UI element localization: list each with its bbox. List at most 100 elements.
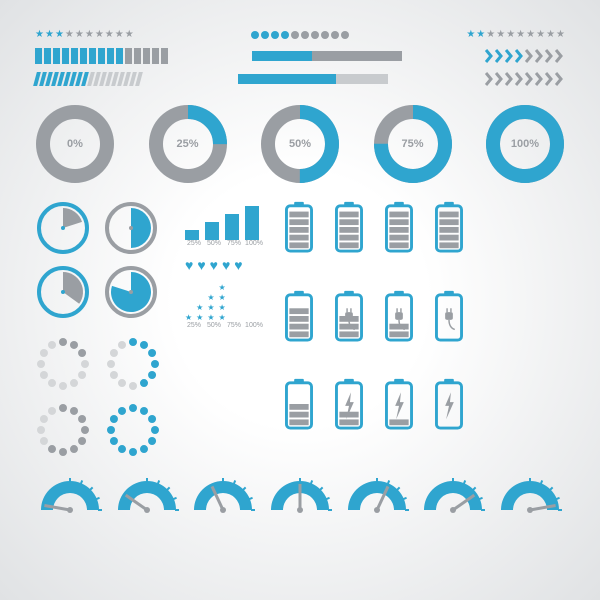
chevron-icon [495,72,505,86]
signal-label: 75% [225,240,243,247]
segment [35,48,42,64]
chevron-icon [555,72,565,86]
star-icon: ★ [219,313,226,322]
segment [116,48,123,64]
top-indicators-row: ★★★★★★★★★★ ★★★★★★★★★★ [35,30,565,40]
gauge-indicator [497,474,563,514]
clock-indicators [35,200,165,320]
signal-bar [205,222,219,240]
progress-ring: 75% [373,104,453,184]
star-icon: ★ [105,30,114,40]
gauge-indicator [420,474,486,514]
clock-indicator [35,200,91,256]
star-icon: ★ [207,313,214,322]
dot-icon [271,31,279,39]
chevron-icon [555,49,565,63]
star-icon: ★ [196,313,203,322]
signal-bar [185,230,199,240]
star-label: 75% [225,322,243,329]
star-icon: ★ [85,30,94,40]
star-icon: ★ [476,30,485,40]
star-pyramid-labels: 25%50%75%100% [185,322,263,329]
gauge-indicator [190,474,256,514]
star-icon: ★ [65,30,74,40]
dot-icon [251,31,259,39]
battery-icon [333,289,365,343]
dot-icon [261,31,269,39]
chevron-icon [535,72,545,86]
gauge-indicator [267,474,333,514]
clock-indicator [103,264,159,320]
chevron-icon [505,49,515,63]
chevron-icon [505,72,515,86]
signal-labels: 25%50%75%100% [185,240,263,247]
segment [161,48,168,64]
segment [125,48,132,64]
segment [98,48,105,64]
signal-bar [245,206,259,240]
star-label: 50% [205,322,223,329]
middle-section: 25%50%75%100% ♥♥♥♥♥ ★★★★★★★★★★ 25%50%75%… [35,200,565,458]
ring-label: 25% [176,138,198,150]
star-icon: ★ [219,303,226,312]
star-icon: ★ [185,313,192,322]
star-icon: ★ [486,30,495,40]
star-column: ★★ [196,303,203,322]
clock-indicator [103,200,159,256]
segment [107,48,114,64]
dotted-circle [35,402,91,458]
chevron-icon [525,72,535,86]
star-rating-1: ★★★★★★★★★★ [35,30,134,40]
progress-rings: 0% 25% 50% 75% 100% [35,104,565,184]
battery-icon [283,377,315,431]
dot-icon [311,31,319,39]
segment [62,48,69,64]
segment [152,48,159,64]
star-icon: ★ [536,30,545,40]
clock-indicator [35,264,91,320]
signal-label: 25% [185,240,203,247]
segment [44,48,51,64]
rating-block: 25%50%75%100% ♥♥♥♥♥ ★★★★★★★★★★ 25%50%75%… [185,206,263,458]
chevron-progress-1 [485,49,565,63]
chevron-icon [485,49,495,63]
chevron-icon [535,49,545,63]
gauge-indicator [344,474,410,514]
chevron-icon [485,72,495,86]
battery-icon [333,200,365,254]
progress-ring: 25% [148,104,228,184]
heart-icon: ♥ [210,257,218,273]
stripe-bar [35,72,141,86]
segment [89,48,96,64]
segment-bar [35,48,168,64]
ring-label: 100% [511,138,539,150]
dot-icon [301,31,309,39]
heart-icon: ♥ [185,257,193,273]
star-icon: ★ [526,30,535,40]
battery-grid [283,200,473,458]
star-icon: ★ [55,30,64,40]
star-label: 25% [185,322,203,329]
star-column: ★ [185,313,192,322]
bars-row-2 [35,72,565,86]
battery-icon [383,200,415,254]
segment [53,48,60,64]
progress-ring: 50% [260,104,340,184]
signal-label: 100% [245,240,263,247]
ring-label: 0% [67,138,83,150]
star-icon: ★ [207,303,214,312]
heart-rating: ♥♥♥♥♥ [185,257,243,273]
heart-icon: ♥ [222,257,230,273]
signal-bar [225,214,239,240]
star-column: ★★★★ [219,283,226,322]
star-icon: ★ [115,30,124,40]
star-icon: ★ [546,30,555,40]
star-icon: ★ [35,30,44,40]
ring-label: 75% [401,138,423,150]
star-icon: ★ [207,293,214,302]
battery-icon [283,289,315,343]
segment [80,48,87,64]
star-icon: ★ [196,303,203,312]
star-column: ★★★ [207,293,214,322]
chevron-progress-2 [485,72,565,86]
